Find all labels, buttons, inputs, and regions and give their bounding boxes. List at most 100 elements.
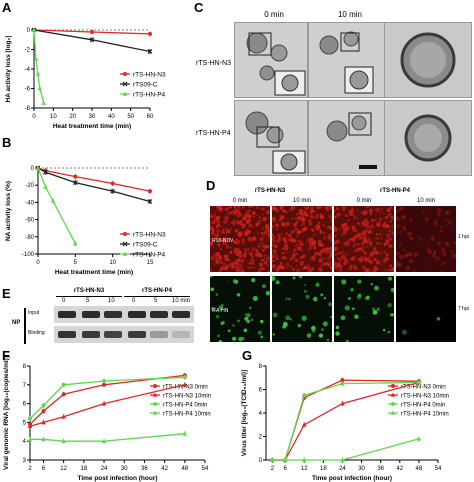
chart-g-y-tick-label-4: 8 [259, 364, 263, 370]
chart-f-legend-marker-1 [152, 392, 158, 397]
fluor-r18-n3-0min [210, 206, 270, 272]
chart-b-series-0-point-2 [73, 174, 78, 179]
panel-letter-a: A [2, 0, 12, 15]
panel-d-col-3: 10 min [416, 198, 435, 204]
chart-a-legend-marker-0 [123, 72, 127, 76]
chart-f-legend-marker-2 [153, 402, 157, 406]
chart-f-legend-label-2: rTS-HN-P4 0min [163, 402, 207, 408]
chart-f-y-tick-label-5: 8 [23, 364, 27, 370]
chart-a-series-2-point-4 [41, 100, 46, 105]
panel-d-col-2: 0 min [356, 198, 372, 204]
chart-f: 2 6 12 18 24 30 36 42 48 54 3 4 5 6 7 8 Time post infect… [3, 356, 211, 482]
fluor-ifa-p4-0min [334, 276, 394, 342]
chart-f-x-tick-label-9: 54 [202, 466, 209, 472]
chart-b-legend-label-1: rTS09-C [133, 241, 158, 248]
chart-b-series-1-point-1 [43, 169, 48, 175]
chart-g-series-1-line [272, 381, 420, 461]
panel-d-col-0: 0 min [232, 198, 248, 204]
chart-b-y-axis-label: NA activity loss (%) [5, 181, 12, 241]
chart-f-legend-label-0: rTS-HN-N3 0min [163, 384, 208, 390]
chart-f-series-3-point-0 [27, 436, 33, 442]
chart-b: 0 5 10 15 0 -20 -40 -60 -80 -100 Heat treatment ti… [5, 165, 166, 276]
fluor-r18-n3-10min [272, 206, 332, 272]
panel-e-bar-n3 [56, 296, 122, 297]
chart-f-series-1-point-2 [61, 414, 66, 419]
chart-f-x-tick-label-2: 12 [60, 466, 67, 472]
chart-g-x-tick-label-8: 48 [416, 466, 423, 472]
chart-f-series-3-line [30, 433, 185, 442]
chart-b-legend-marker-1 [122, 241, 128, 247]
chart-g-series-3-point-0 [270, 457, 275, 462]
panel-e-row-binding: Binding [28, 330, 45, 336]
chart-f-legend-marker-0 [153, 384, 157, 388]
chart-f-legend-label-3: rTS-HN-P4 10min [163, 411, 211, 417]
chart-a-y-tick-label-4: -8 [25, 106, 31, 112]
chart-g-x-tick-label-2: 12 [301, 466, 308, 472]
micrograph-p4-zoom [384, 100, 472, 176]
fluor-ifa-n3-0min [210, 276, 270, 342]
chart-g-series-3-point-1 [282, 457, 288, 462]
panel-c-col-0min: 0 min [264, 10, 284, 19]
fluor-ifa-p4-10min [396, 276, 456, 342]
micrograph-p4-10min [308, 100, 386, 176]
chart-b-series-0-line [37, 167, 151, 192]
panel-c-col-10min: 10 min [337, 10, 362, 19]
panel-e-row-input: Input [28, 310, 40, 316]
chart-g-legend-marker-3 [390, 410, 396, 415]
chart-f-x-tick-label-6: 36 [141, 466, 148, 472]
chart-g-x-tick-label-4: 24 [339, 466, 346, 472]
chart-a-y-tick-label-2: -4 [25, 67, 31, 73]
chart-f-x-tick-label-8: 48 [181, 466, 188, 472]
chart-g-x-tick-label-0: 2 [271, 466, 275, 472]
panel-d-col-1: 10 min [292, 198, 311, 204]
chart-f-y-tick-label-1: 4 [23, 439, 27, 445]
chart-a-legend-label-0: rTS-HN-N3 [133, 71, 166, 78]
chart-a-series-0-point-2 [148, 31, 152, 36]
chart-g-legend-label-1: rTS-HN-N3 10min [401, 393, 449, 399]
chart-f-y-tick-label-2: 5 [23, 420, 27, 426]
chart-g-series-2-point-4 [416, 380, 421, 385]
chart-a-x-tick-label-3: 30 [89, 114, 96, 120]
micrograph-n3-10min [308, 22, 386, 98]
chart-b-legend-marker-2 [122, 251, 128, 256]
chart-g-x-tick-label-7: 42 [396, 466, 403, 472]
chart-a-y-tick-label-3: -6 [25, 87, 31, 93]
panel-e-time-1: 5 [86, 298, 90, 304]
chart-f-series-0-point-3 [102, 382, 107, 387]
chart-b-series-2-point-0 [35, 165, 41, 170]
chart-a-legend-label-2: rTS-HN-P4 [133, 91, 166, 98]
chart-g-series-2-line [272, 381, 419, 461]
chart-f-series-1-point-0 [27, 423, 33, 428]
chart-f-series-1-line [29, 384, 185, 427]
chart-g-series-1-point-3 [340, 401, 345, 406]
panel-d-row-r18: R18-NDV [212, 238, 234, 244]
chart-f-series-3-point-3 [101, 438, 107, 443]
panel-e-group-n3: rTS-HN-N3 [73, 288, 105, 294]
chart-f-x-tick-label-4: 24 [101, 466, 108, 472]
chart-f-legend-label-1: rTS-HN-N3 10min [163, 393, 211, 399]
panel-d-group-n3: rTS-HN-N3 [254, 188, 286, 194]
panel-e-bracket [24, 308, 26, 344]
chart-g-series-2-point-3 [340, 381, 345, 386]
chart-a-legend-marker-2 [122, 91, 128, 96]
chart-a-series-2-line [33, 29, 45, 104]
fluor-r18-p4-0min [334, 206, 394, 272]
chart-a-x-tick-label-2: 20 [69, 114, 76, 120]
chart-g-y-tick-label-2: 4 [259, 411, 263, 417]
chart-f-legend-marker-3 [152, 410, 158, 415]
panel-d-row-ifa: IFA-HN [212, 308, 229, 314]
chart-g-x-tick-label-6: 36 [377, 466, 384, 472]
chart-f-series-2-point-3 [102, 379, 107, 384]
chart-a-series-2-point-0 [31, 27, 37, 32]
chart-g-legend-label-2: rTS-HN-P4 0min [401, 402, 445, 408]
chart-g-series-0-point-3 [340, 378, 345, 383]
chart-f-series-1-point-4 [182, 382, 188, 387]
panel-e-group-p4: rTS-HN-P4 [141, 288, 172, 294]
chart-f-series-2-point-2 [61, 382, 66, 387]
micrograph-n3-zoom [384, 22, 472, 98]
panel-e-time-4: 5 [154, 298, 158, 304]
chart-b-x-axis-label: Heat treatment time (min) [55, 269, 133, 276]
chart-b-legend-label-2: rTS-HN-P4 [133, 251, 166, 258]
chart-f-series-3-point-2 [61, 438, 66, 443]
